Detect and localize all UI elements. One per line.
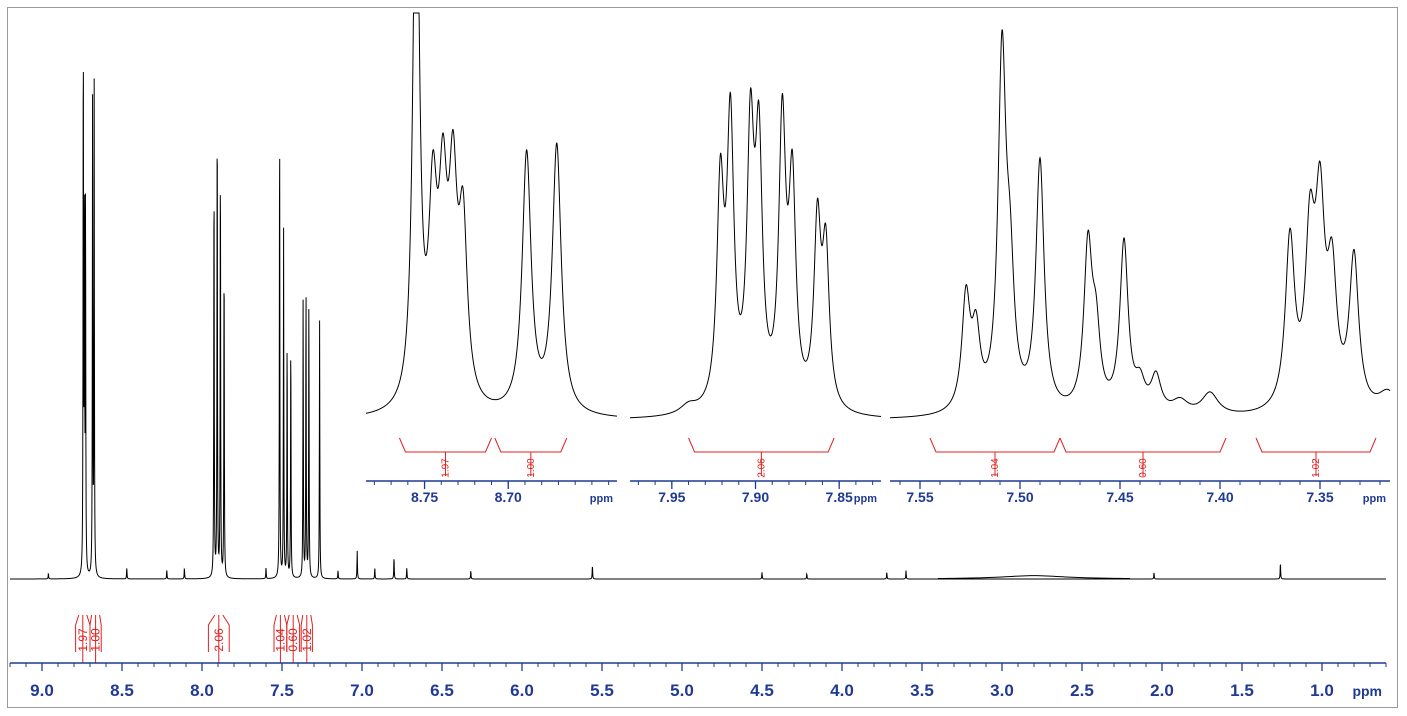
inset-1-integral-value: 1.00	[526, 458, 537, 478]
main-integral-bracket	[207, 614, 230, 663]
inset-3-integral-bracket	[1255, 437, 1377, 476]
main-integral-value: 1.04	[273, 628, 287, 652]
main-tick-label: 6.0	[510, 681, 534, 700]
main-tick-label: 8.0	[190, 681, 214, 700]
inset-2-tick-label: 7.95	[658, 489, 685, 505]
inset-2-tick-label: 7.90	[742, 489, 769, 505]
main-tick-label: 5.5	[590, 681, 614, 700]
main-integral-value: 1.02	[300, 628, 314, 652]
main-tick-label: 8.5	[110, 681, 134, 700]
main-spectrum-trace	[10, 72, 1386, 580]
main-integral-bracket	[89, 614, 102, 663]
main-integral-value: 0.60	[286, 628, 300, 652]
inset-3-spectrum-trace	[889, 29, 1391, 419]
figure-frame	[7, 7, 1398, 708]
inset-3-tick-label: 7.55	[906, 489, 933, 505]
inset-2-integral-value: 2.06	[756, 458, 767, 478]
main-broad-hump	[937, 575, 1131, 579]
inset-3-integral-value: 1.04	[990, 458, 1001, 478]
inset-2-unit-label: ppm	[854, 493, 877, 505]
main-tick-label: 1.5	[1230, 681, 1254, 700]
inset-3-unit-label: ppm	[1363, 493, 1386, 505]
inset-1-unit-label: ppm	[590, 493, 613, 505]
inset-3-integral-bracket	[929, 437, 1061, 476]
main-integral-bracket	[300, 614, 313, 663]
main-integral-bracket	[286, 614, 301, 663]
inset-3-tick-label: 7.35	[1306, 489, 1333, 505]
inset-1-spectrum-trace	[365, 12, 618, 417]
main-tick-label: 7.5	[270, 681, 294, 700]
main-tick-label: 2.5	[1070, 681, 1094, 700]
main-tick-label: 4.5	[750, 681, 774, 700]
main-tick-label: 3.5	[910, 681, 934, 700]
main-tick-label: 3.0	[990, 681, 1014, 700]
main-tick-label: 2.0	[1150, 681, 1174, 700]
main-integral-value: 1.97	[76, 628, 90, 652]
main-tick-label: 1.0	[1310, 681, 1334, 700]
inset-1-integral-value: 1.97	[440, 458, 451, 478]
inset-3-tick-label: 7.45	[1106, 489, 1133, 505]
main-tick-label: 7.0	[350, 681, 374, 700]
inset-3-integral-value: 0.60	[1138, 458, 1149, 478]
inset-1-integral-bracket	[494, 437, 568, 476]
inset-3-integral-value: 1.02	[1311, 458, 1322, 478]
inset-3-tick-label: 7.40	[1206, 489, 1233, 505]
inset-3-tick-label: 7.50	[1006, 489, 1033, 505]
main-tick-label: 9.0	[30, 681, 54, 700]
main-integral-value: 2.06	[212, 628, 226, 652]
inset-1-tick-label: 8.70	[495, 489, 522, 505]
inset-1-integral-bracket	[399, 437, 492, 476]
inset-3-integral-bracket	[1059, 437, 1227, 476]
inset-2-tick-label: 7.85	[826, 489, 853, 505]
main-integral-value: 1.00	[89, 628, 103, 652]
inset-2-spectrum-trace	[630, 86, 882, 419]
main-tick-label: 4.0	[830, 681, 854, 700]
main-unit-label: ppm	[1352, 683, 1382, 699]
inset-1-tick-label: 8.75	[411, 489, 438, 505]
main-tick-label: 6.5	[430, 681, 454, 700]
main-tick-label: 5.0	[670, 681, 694, 700]
inset-2-integral-bracket	[688, 437, 835, 476]
